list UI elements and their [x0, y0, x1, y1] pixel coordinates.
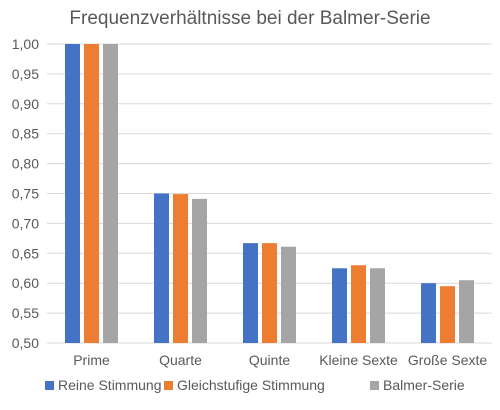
y-tick-label: 0,50 [12, 335, 39, 351]
bars [65, 44, 474, 343]
x-category-label: Quarte [159, 352, 202, 368]
gridlines [47, 43, 492, 344]
y-tick-label: 0,55 [12, 305, 39, 321]
bar-quarte-series-1 [154, 193, 169, 343]
x-category-label: Große Sexte [408, 352, 488, 368]
x-category-label: Kleine Sexte [319, 352, 398, 368]
legend-label: Reine Stimmung [58, 377, 162, 393]
legend-swatch [45, 381, 54, 390]
legend-swatch [164, 381, 173, 390]
bar-prime-series-1 [65, 44, 80, 343]
y-axis-ticks: 0,50 0,55 0,60 0,65 0,70 0,75 0,80 0,85 0,90 0,95… [12, 36, 39, 351]
x-axis-labels: Prime Quarte Quinte Kleine Sexte Große Sexte [73, 352, 487, 368]
bar-quinte-series-3 [281, 246, 296, 343]
bar-quarte-series-3 [192, 198, 207, 343]
bar-kleine-sexte-series-1 [332, 268, 347, 343]
x-category-label: Quinte [249, 352, 290, 368]
chart-title: Frequenzverhältnisse bei der Balmer-Seri… [69, 8, 430, 29]
y-tick-label: 0,85 [12, 126, 39, 142]
y-tick-label: 1,00 [12, 36, 39, 52]
bar-kleine-sexte-series-2 [351, 265, 366, 343]
legend-swatch [370, 381, 379, 390]
y-tick-label: 0,60 [12, 275, 39, 291]
bar-große-sexte-series-3 [459, 280, 474, 343]
bar-große-sexte-series-1 [421, 283, 436, 343]
y-tick-label: 0,65 [12, 245, 39, 261]
bar-große-sexte-series-2 [440, 286, 455, 343]
y-tick-label: 0,90 [12, 96, 39, 112]
bar-kleine-sexte-series-3 [370, 268, 385, 343]
bar-quinte-series-1 [243, 243, 258, 343]
bar-quarte-series-2 [173, 194, 188, 343]
y-tick-label: 0,95 [12, 66, 39, 82]
y-tick-label: 0,75 [12, 186, 39, 202]
y-tick-label: 0,70 [12, 215, 39, 231]
x-category-label: Prime [73, 352, 110, 368]
legend-label: Balmer-Serie [383, 377, 465, 393]
legend: Reine Stimmung Gleichstufige Stimmung Balm… [45, 377, 465, 393]
y-tick-label: 0,80 [12, 156, 39, 172]
legend-label: Gleichstufige Stimmung [177, 377, 325, 393]
bar-prime-series-2 [84, 44, 99, 343]
bar-prime-series-3 [103, 44, 118, 343]
bar-quinte-series-2 [262, 243, 277, 343]
